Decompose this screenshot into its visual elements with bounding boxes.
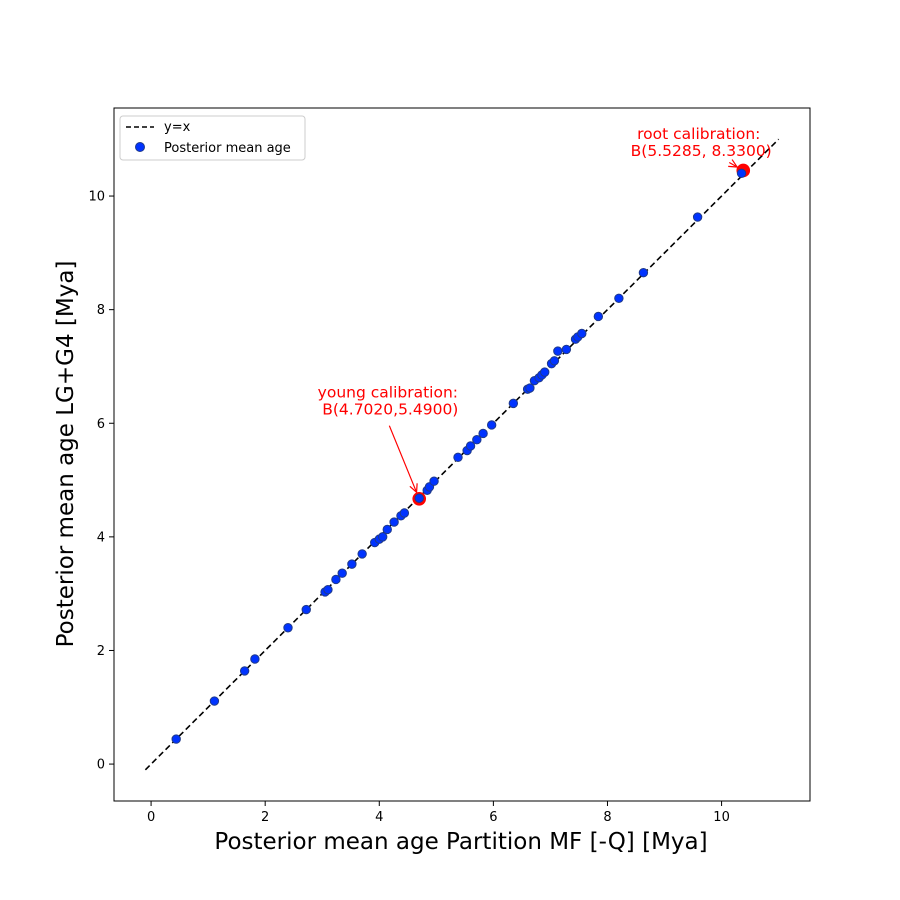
data-point: [453, 452, 463, 463]
legend-label-yx: y=x: [164, 120, 191, 135]
data-point: [553, 346, 563, 356]
data-point: [465, 441, 476, 451]
data-point: [638, 268, 649, 278]
data-point: [614, 293, 624, 303]
data-point: [593, 311, 604, 322]
data-point: [472, 435, 482, 445]
data-point: [577, 328, 587, 339]
data-point: [171, 734, 181, 744]
data-point: [736, 168, 747, 179]
legend: y=x Posterior mean age: [119, 115, 306, 161]
y-tick-label: 8: [97, 303, 105, 318]
legend-marker-swatch: [135, 142, 145, 152]
annotation-arrowhead-0: [409, 483, 418, 494]
x-tick-label: 0: [147, 810, 155, 825]
data-point: [347, 559, 357, 569]
y-axis-label: Posterior mean age LG+G4 [Mya]: [53, 261, 79, 648]
x-tick-label: 4: [375, 810, 383, 825]
identity-line: [144, 138, 780, 771]
data-point: [378, 532, 388, 542]
annotation-line: B(4.7020,5.4900): [317, 401, 458, 419]
data-point: [357, 549, 367, 559]
data-point: [478, 428, 488, 439]
plot-frame: [113, 107, 811, 802]
y-tick-label: 4: [97, 530, 105, 545]
axes-layer: 0 2 4 6 8 10 0 2 4 6 8 10: [88, 107, 811, 825]
annotation-arrow-0: [388, 425, 418, 493]
data-point: [414, 493, 424, 503]
y-tick-label: 0: [97, 758, 105, 773]
x-axis-label: Posterior mean age Partition MF [-Q] [My…: [214, 829, 707, 855]
data-point: [561, 344, 572, 355]
data-point: [429, 476, 439, 486]
annotation-line: young calibration:: [318, 384, 458, 402]
data-point: [399, 508, 410, 518]
x-tick-label: 10: [713, 810, 730, 825]
annotation-line: root calibration:: [637, 125, 760, 143]
annotation-arrow-1: [728, 161, 738, 168]
data-point: [389, 517, 399, 527]
y-tick-label: 10: [88, 190, 105, 205]
data-point: [301, 604, 311, 615]
data-point: [486, 420, 497, 430]
data-point: [508, 398, 519, 409]
plot-layer: young calibration: B(4.7020,5.4900) root …: [144, 125, 780, 771]
annotation-text-0: young calibration: B(4.7020,5.4900): [317, 384, 458, 419]
legend-frame: [119, 115, 306, 161]
y-tick-label: 2: [97, 644, 105, 659]
x-tick-label: 2: [261, 810, 269, 825]
annotation-arrowhead-1: [728, 159, 739, 168]
data-point: [692, 212, 703, 222]
x-tick-label: 6: [489, 810, 497, 825]
data-point: [283, 623, 293, 633]
data-point: [525, 383, 535, 393]
data-point: [382, 524, 392, 535]
data-point: [549, 356, 560, 366]
data-point: [540, 367, 550, 377]
data-point: [250, 654, 260, 664]
data-point: [331, 574, 341, 585]
x-tick-label: 8: [603, 810, 611, 825]
y-tick-label: 6: [97, 417, 105, 432]
annotation-line: B(5.5285, 8.3300): [626, 142, 772, 160]
data-point: [239, 666, 250, 676]
data-point: [209, 696, 220, 706]
legend-label-posterior: Posterior mean age: [164, 141, 291, 156]
data-point: [323, 584, 333, 595]
data-point: [337, 568, 347, 578]
annotation-text-1: root calibration: B(5.5285, 8.3300): [626, 125, 772, 160]
